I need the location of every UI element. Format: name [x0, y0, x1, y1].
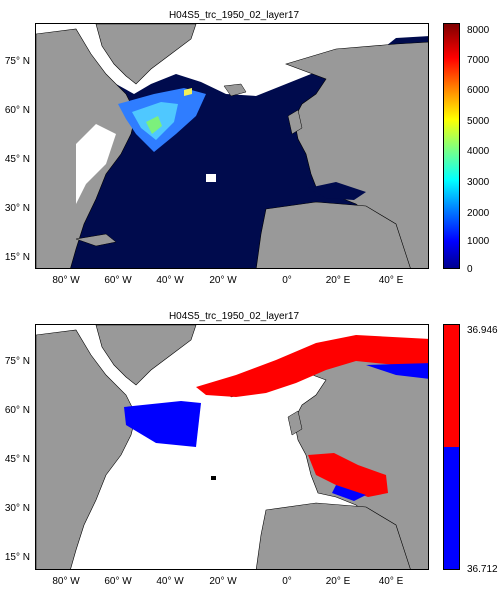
x-tick-1-20w: 20° W — [209, 275, 237, 286]
plume-green — [146, 116, 162, 134]
colorbar-2 — [443, 324, 460, 570]
plume-yellow — [184, 88, 192, 96]
colorbar-2-tick-max: 36.946 — [467, 325, 498, 336]
colorbar-1-tick-3000: 3000 — [467, 177, 490, 188]
map-title-2: H04S5_trc_1950_02_layer17 — [168, 311, 300, 322]
africa-land — [255, 201, 411, 268]
arctic-high-band — [196, 335, 428, 397]
x-tick-1-20e: 20° E — [325, 275, 351, 286]
x-tick-1-80w: 80° W — [52, 275, 80, 286]
x-tick-2-80w: 80° W — [52, 576, 80, 587]
x-tick-1-40e: 40° E — [378, 275, 404, 286]
missing-patch-ocean — [206, 174, 216, 182]
colorbar-1-tick-8000: 8000 — [467, 25, 490, 36]
north-atlantic-low-patch — [124, 401, 201, 447]
x-tick-2-0: 0° — [282, 576, 292, 587]
y-tick-1-60n: 60° N — [4, 105, 30, 116]
x-tick-2-20w: 20° W — [209, 576, 237, 587]
x-tick-2-40w: 40° W — [156, 576, 184, 587]
y-tick-2-60n: 60° N — [4, 405, 30, 416]
y-tick-1-75n: 75° N — [4, 56, 30, 67]
y-tick-1-30n: 30° N — [4, 203, 30, 214]
british-isles-land — [287, 109, 303, 135]
colorbar-1-tick-7000: 7000 — [467, 55, 490, 66]
mediterranean-sea — [308, 182, 366, 200]
x-tick-2-40e: 40° E — [378, 576, 404, 587]
colorbar-1-tick-2000: 2000 — [467, 208, 490, 219]
x-tick-1-0: 0° — [282, 275, 292, 286]
colorbar-2-tick-min: 36.712 — [467, 564, 498, 575]
africa-land — [255, 502, 411, 569]
x-tick-2-20e: 20° E — [325, 576, 351, 587]
map-title-1: H04S5_trc_1950_02_layer17 — [168, 10, 300, 21]
y-tick-2-15n: 15° N — [4, 552, 30, 563]
missing-patch-coast — [76, 124, 116, 204]
british-isles-land — [287, 410, 303, 436]
arctic-low-band — [366, 363, 428, 379]
colorbar-1-tick-5000: 5000 — [467, 116, 490, 127]
north-america-land — [36, 329, 137, 569]
greenland-land — [95, 24, 197, 85]
y-tick-2-75n: 75° N — [4, 356, 30, 367]
y-tick-2-30n: 30° N — [4, 503, 30, 514]
colorbar-1-tick-0: 0 — [467, 264, 473, 275]
mediterranean-high-region — [308, 453, 388, 497]
colorbar-1-tick-6000: 6000 — [467, 85, 490, 96]
map-canvas-1 — [36, 24, 428, 268]
x-tick-1-40w: 40° W — [156, 275, 184, 286]
x-tick-1-60w: 60° W — [104, 275, 132, 286]
x-tick-2-60w: 60° W — [104, 576, 132, 587]
colorbar-1 — [443, 23, 460, 269]
greenland-land — [95, 325, 197, 386]
iceland-land — [223, 83, 247, 97]
y-tick-1-45n: 45° N — [4, 154, 30, 165]
map-panel-2 — [35, 324, 429, 570]
caribbean-islands — [75, 233, 117, 247]
colorbar-1-tick-4000: 4000 — [467, 146, 490, 157]
map-canvas-2 — [36, 325, 428, 569]
colorbar-1-tick-1000: 1000 — [467, 236, 490, 247]
y-tick-2-45n: 45° N — [4, 454, 30, 465]
isolated-speck — [211, 476, 216, 480]
mediterranean-low-edge — [332, 485, 366, 501]
y-tick-1-15n: 15° N — [4, 252, 30, 263]
map-panel-1 — [35, 23, 429, 269]
